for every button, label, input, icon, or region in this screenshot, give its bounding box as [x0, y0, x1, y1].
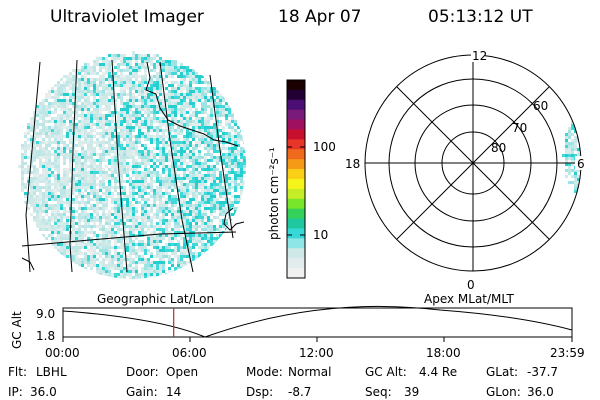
- coastline: [21, 61, 245, 271]
- info-glon-value: 36.0: [527, 385, 554, 399]
- info-gcalt-key: GC Alt:: [365, 365, 407, 379]
- mlt-label-noon: 12: [472, 49, 487, 63]
- mlat-label-60: 60: [533, 99, 548, 113]
- colorbar-label: photon cm⁻²s⁻¹: [267, 147, 281, 240]
- info-seq-value: 39: [404, 385, 419, 399]
- mlt-label-midnight: 0: [467, 278, 475, 292]
- mlat-label-80: 80: [491, 141, 506, 155]
- info-glat-value: -37.7: [527, 365, 558, 379]
- info-mode-value: Normal: [288, 365, 331, 379]
- info-flt-key: Flt:: [8, 365, 27, 379]
- info-seq-key: Seq:: [365, 385, 392, 399]
- apex-panel-title: Apex MLat/MLT: [424, 292, 514, 306]
- timeline-xtick-1800: 18:00: [426, 346, 461, 360]
- timeline-xtick-0600: 06:00: [172, 346, 207, 360]
- header-time: 05:13:12 UT: [428, 7, 533, 27]
- info-glon-key: GLon:: [486, 385, 521, 399]
- info-ip-key: IP:: [8, 385, 23, 399]
- timeline-xtick-0000: 00:00: [45, 346, 80, 360]
- info-glat-key: GLat:: [486, 365, 518, 379]
- status-info: Flt: LBHL Door: Open Mode: Normal GC Alt…: [8, 365, 558, 399]
- info-dsp-value: -8.7: [288, 385, 311, 399]
- app-title: Ultraviolet Imager: [50, 7, 204, 27]
- info-gcalt-value: 4.4 Re: [419, 365, 457, 379]
- info-gain-key: Gain:: [126, 385, 158, 399]
- info-mode-key: Mode:: [246, 365, 283, 379]
- colorbar-tick-10: 10: [313, 228, 328, 242]
- timeline-ylabel: GC Alt: [10, 311, 24, 349]
- timeline-ytick-top: 9.0: [36, 307, 55, 321]
- info-flt-value: LBHL: [36, 365, 67, 379]
- geographic-panel-title: Geographic Lat/Lon: [97, 292, 214, 306]
- colorbar-tick-100: 100: [313, 140, 336, 154]
- polar-plot: 12 18 6 0 60 70 80: [344, 48, 587, 292]
- timeline-xtick-2359: 23:59: [550, 346, 585, 360]
- mlat-label-70: 70: [512, 121, 527, 135]
- info-gain-value: 14: [166, 385, 181, 399]
- mlt-label-dusk: 18: [345, 157, 360, 171]
- geographic-image: [18, 51, 246, 279]
- info-door-value: Open: [166, 365, 198, 379]
- map-grid-lines: [21, 59, 237, 273]
- info-ip-value: 36.0: [30, 385, 57, 399]
- mlt-label-dawn: 6: [577, 157, 585, 171]
- timeline-ytick-bottom: 1.8: [36, 329, 55, 343]
- info-door-key: Door:: [126, 365, 159, 379]
- timeline-xtick-1200: 12:00: [299, 346, 334, 360]
- altitude-timeline: GC Alt 9.0 1.8 00:00 06:00 12:00 18:00 2…: [10, 305, 585, 360]
- header-date: 18 Apr 07: [278, 7, 362, 27]
- colorbar: 100 10 photon cm⁻²s⁻¹: [267, 79, 336, 279]
- info-dsp-key: Dsp:: [246, 385, 273, 399]
